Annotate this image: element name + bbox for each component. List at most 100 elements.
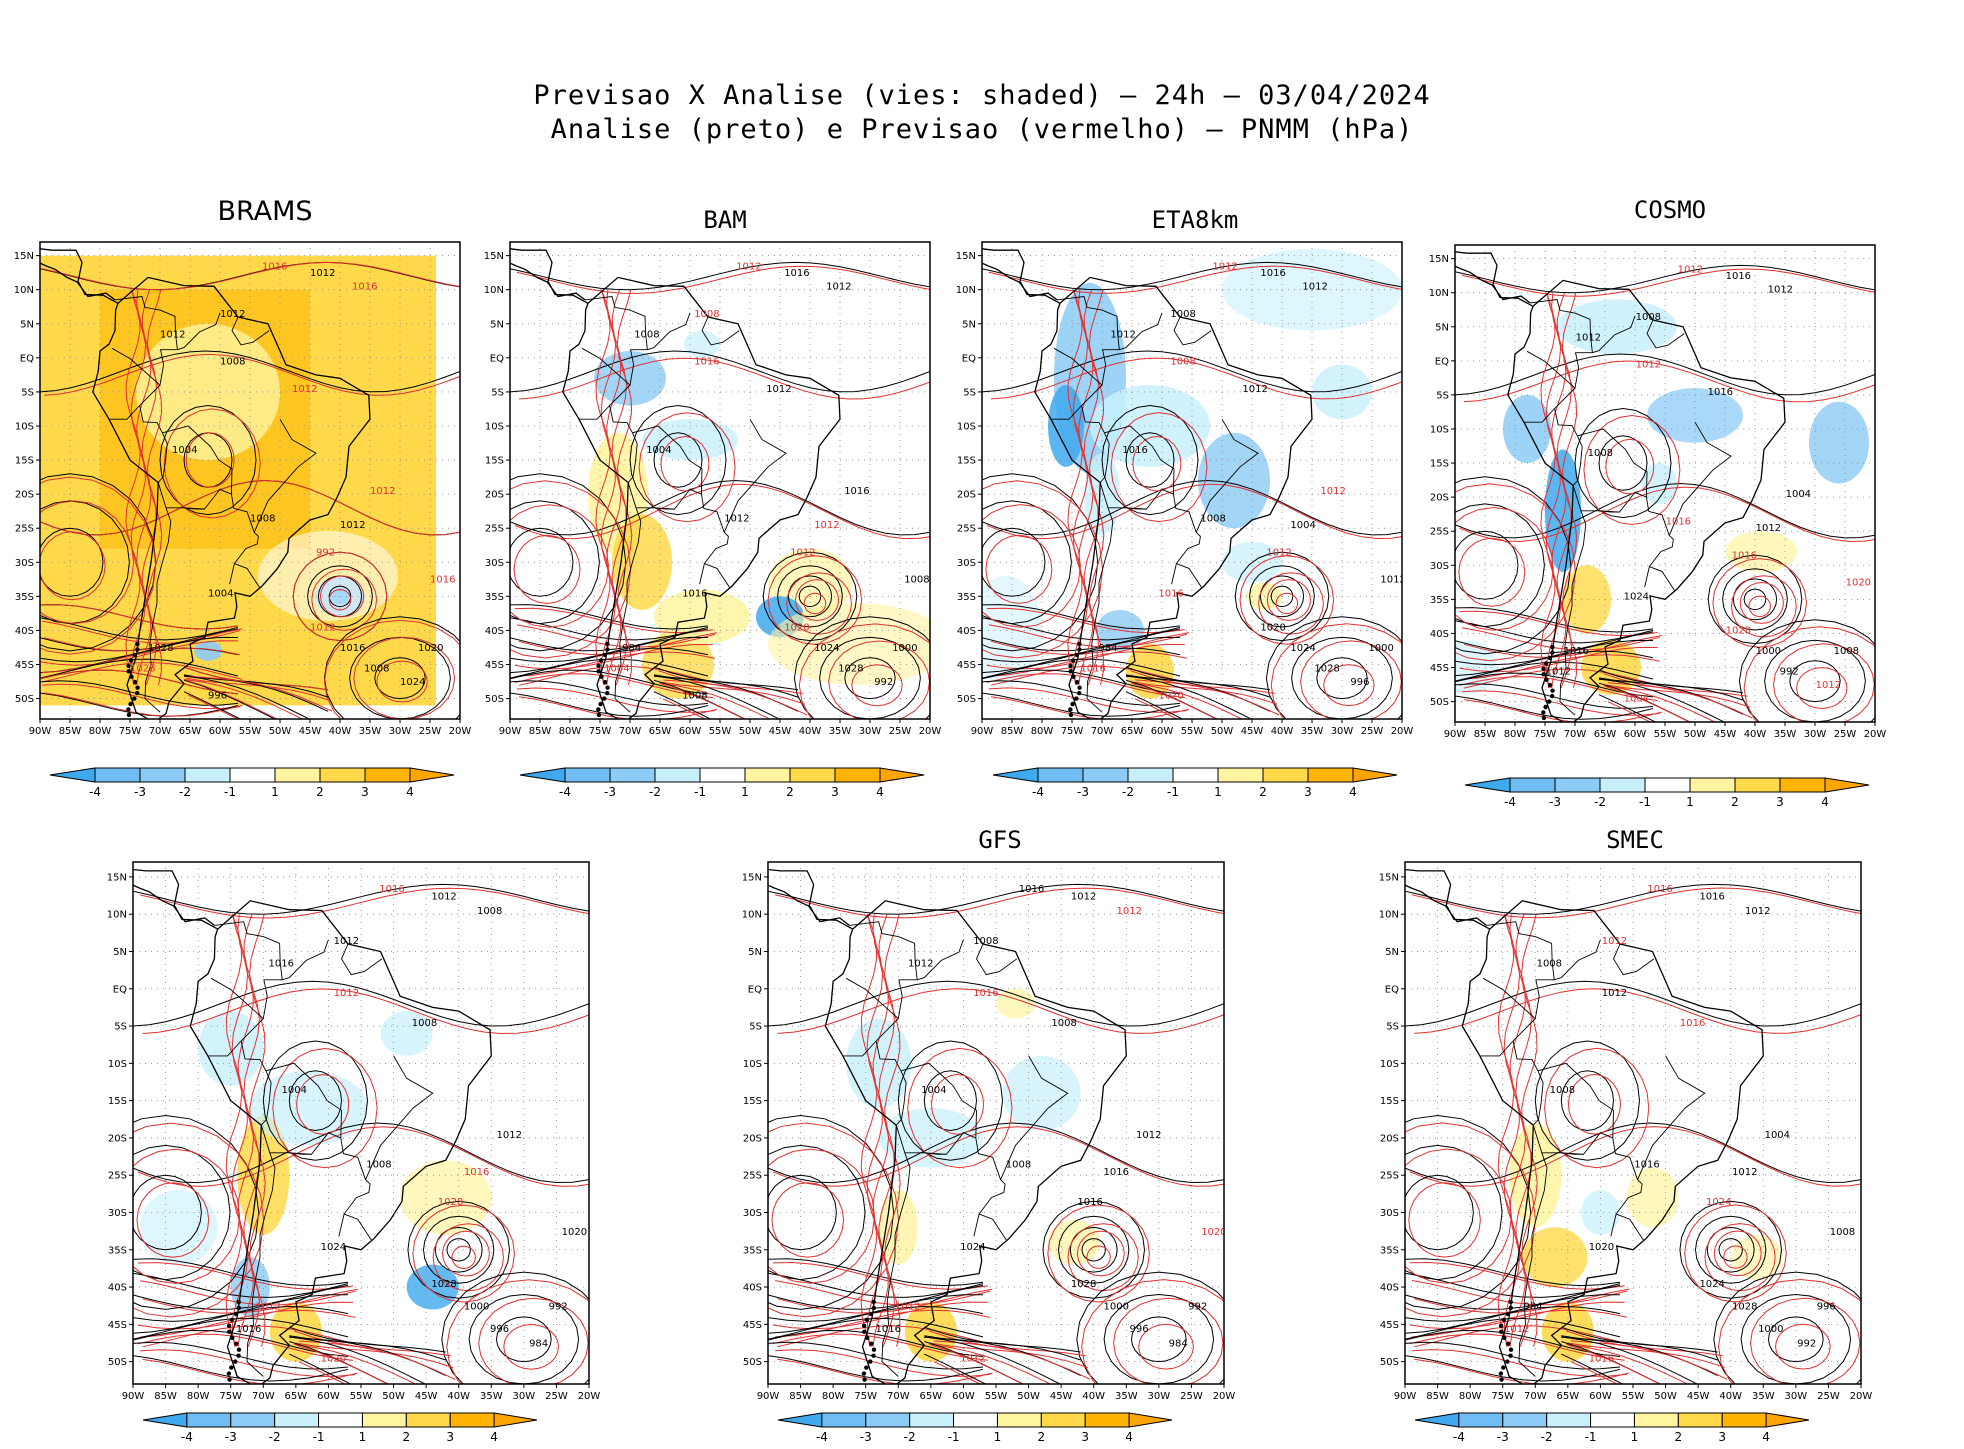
panel-title-cosmo: COSMO	[1633, 196, 1707, 224]
isobar-forecast	[519, 696, 718, 719]
coastline	[1541, 715, 1547, 721]
coastline	[1077, 641, 1082, 647]
coastline	[1508, 1347, 1514, 1352]
isobar-label: 1000	[1756, 646, 1781, 657]
coastline	[132, 696, 137, 701]
isobar-label: 1004	[921, 1085, 946, 1096]
country-border	[627, 432, 638, 483]
isobar-label: 996	[208, 691, 227, 702]
country-border	[289, 1152, 312, 1155]
coastline	[865, 1335, 870, 1340]
isobar-forecast	[441, 1230, 490, 1277]
lat-label: 50S	[108, 1357, 127, 1368]
isobar-label: 1016	[1564, 646, 1589, 657]
isobar-forecast	[1545, 292, 1562, 688]
country-border	[214, 921, 283, 980]
country-border	[166, 488, 260, 588]
isobar-analysis	[510, 350, 930, 393]
coastline	[605, 690, 610, 696]
isobar-forecast	[516, 687, 716, 713]
lon-label: 30W	[1148, 1391, 1171, 1402]
lat-label: 25S	[108, 1171, 127, 1182]
colorbar-box	[1689, 777, 1736, 793]
isobar-label: 996	[490, 1324, 509, 1335]
colorbar-box	[230, 1412, 276, 1428]
country-border	[632, 425, 703, 495]
colorbar-box	[1307, 767, 1354, 783]
coastline	[233, 1359, 238, 1364]
isobar-analysis	[1534, 1040, 1640, 1161]
bias-fill	[1809, 401, 1869, 484]
isobar-forecast	[660, 683, 746, 719]
isobar-forecast	[1774, 1323, 1831, 1370]
isobar-label: 1012	[1302, 282, 1327, 293]
country-border	[240, 1040, 267, 1072]
isobar-label: 1008	[1170, 357, 1195, 368]
country-border	[849, 921, 918, 980]
lat-label: 20S	[15, 490, 34, 501]
lon-label: 75W	[219, 1391, 242, 1402]
lat-label: 25S	[743, 1171, 762, 1182]
isobar-label: 1016	[1589, 1354, 1614, 1365]
country-border	[229, 563, 235, 585]
isobar-analysis	[40, 500, 130, 625]
isobar-label: 984	[1524, 1301, 1543, 1312]
colorbar-label: 4	[876, 785, 884, 799]
lat-label: 5S	[963, 387, 976, 398]
isobar-analysis	[1125, 675, 1253, 719]
map-background	[1405, 862, 1861, 1384]
lon-label: 80W	[187, 1391, 210, 1402]
lat-label: EQ	[748, 984, 762, 995]
isobar-forecast	[933, 1361, 982, 1384]
isobar-label: 1008	[477, 906, 502, 917]
colorbar-box	[364, 767, 411, 783]
isobar-forecast	[803, 592, 827, 615]
bias-fill	[1522, 1227, 1588, 1288]
isobar-forecast	[1503, 914, 1521, 1347]
coastline	[1544, 677, 1549, 682]
coastline	[1548, 683, 1553, 688]
isobar-analysis	[768, 1258, 984, 1287]
isobar-label: 1012	[1110, 329, 1135, 340]
lat-label: 10S	[15, 421, 34, 432]
colorbar-eta8km: -4 -3 -2 -1 1 2 3 4	[992, 767, 1398, 799]
country-border	[114, 296, 178, 350]
isobar-forecast	[1461, 627, 1660, 651]
coastline	[861, 1323, 867, 1329]
isobar-forecast	[142, 988, 589, 1035]
lat-label: 45S	[108, 1320, 127, 1331]
isobar-label: 1016	[262, 261, 287, 272]
country-border	[1051, 347, 1103, 420]
isobar-forecast	[1459, 610, 1658, 637]
colorbar-box	[1458, 1412, 1504, 1428]
lon-label: 25W	[1817, 1391, 1840, 1402]
lat-label: 10S	[957, 421, 976, 432]
country-border	[975, 943, 1018, 976]
isobar-label: 1020	[1201, 1227, 1226, 1238]
lat-label: 15N	[484, 251, 504, 262]
lon-label: 65W	[1121, 726, 1144, 737]
isobar-analysis	[982, 473, 1099, 652]
isobar-forecast	[1570, 1361, 1619, 1384]
isobar-label: 1016	[379, 884, 404, 895]
isobar-label: 1012	[220, 309, 245, 320]
isobar-label: 1004	[1624, 694, 1649, 705]
colorbar-bam: -4 -3 -2 -1 1 2 3 4	[519, 767, 925, 799]
isobar-label: 1008	[1830, 1227, 1855, 1238]
country-border	[1171, 563, 1177, 585]
coastline	[234, 1341, 239, 1346]
lon-label: 50W	[1654, 1391, 1677, 1402]
bias-fill	[768, 603, 930, 685]
lon-label: 25W	[545, 1391, 568, 1402]
isobar-forecast	[986, 483, 1402, 540]
lat-label: 20S	[957, 490, 976, 501]
isobar-forecast	[44, 661, 243, 682]
isobar-analysis	[183, 691, 242, 719]
bias-fill	[846, 1018, 912, 1109]
lat-label: 25S	[15, 524, 34, 535]
colorbar-box	[1127, 767, 1174, 783]
isobar-analysis	[434, 1226, 483, 1273]
country-border	[875, 1040, 902, 1072]
coastline	[861, 1371, 867, 1376]
lon-label: 20W	[1391, 726, 1414, 737]
